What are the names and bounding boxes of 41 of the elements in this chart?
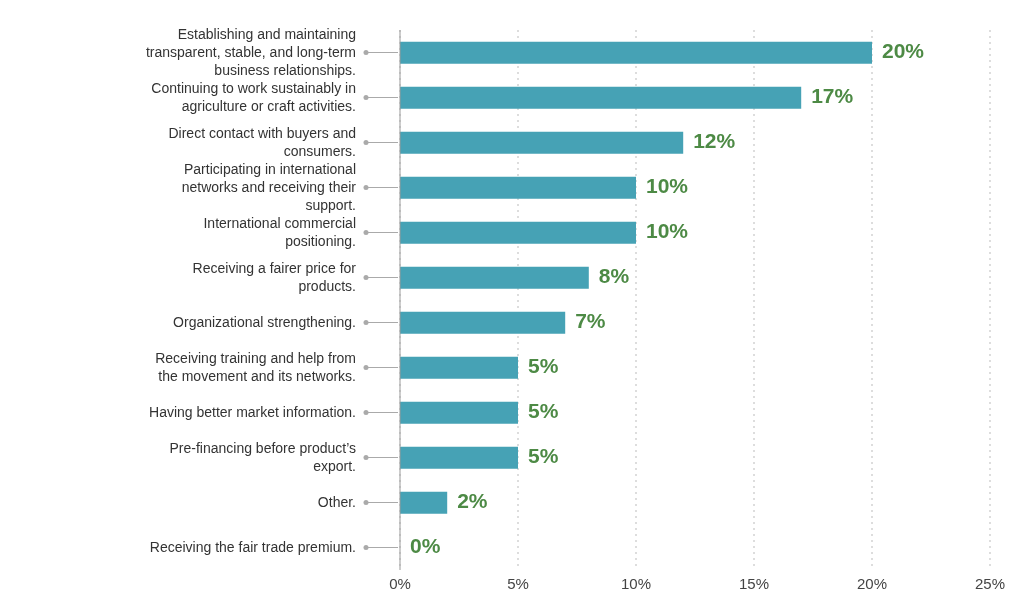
data-label: 7% — [575, 309, 606, 333]
bar — [400, 176, 636, 199]
data-label: 2% — [457, 489, 488, 513]
data-label: 5% — [528, 354, 559, 378]
y-tick-label: Establishing and maintaining transparent, stable, and long-term business relationships. — [145, 25, 356, 78]
y-tick-label: Direct contact with buyers and consumers. — [168, 124, 356, 159]
data-label: 10% — [646, 219, 689, 243]
y-tick-label: Participating in international networks and receiving their support. — [181, 160, 357, 213]
x-tick-label: 15% — [738, 574, 770, 592]
data-label: 0% — [410, 534, 441, 558]
y-tick-label: Continuing to work sustainably in agriculture or craft activities. — [151, 79, 356, 114]
bar — [400, 221, 636, 244]
x-tick-label: 10% — [620, 574, 652, 592]
x-tick-label: 25% — [974, 574, 1006, 592]
y-tick-label: Organizational strengthening. — [173, 313, 356, 330]
data-label: 20% — [882, 39, 925, 63]
bar — [400, 446, 518, 469]
bar — [400, 266, 589, 289]
x-tick-label: 0% — [389, 574, 411, 592]
bar — [400, 86, 802, 109]
bar — [400, 491, 448, 514]
bar — [400, 311, 566, 334]
bar — [400, 401, 518, 424]
y-tick-label: Having better market information. — [149, 403, 356, 420]
data-label: 5% — [528, 399, 559, 423]
bar — [400, 131, 684, 154]
y-tick-label: Other. — [317, 493, 356, 510]
y-tick-label: Receiving training and help from the movement and its networks. — [155, 349, 356, 384]
bar — [400, 356, 518, 379]
y-tick-label: Receiving a fairer price for products. — [192, 259, 357, 294]
x-tick-label: 5% — [507, 574, 529, 592]
data-label: 5% — [528, 444, 559, 468]
x-tick-label: 20% — [856, 574, 888, 592]
bar — [400, 41, 872, 64]
y-tick-label: Pre-financing before product’s export. — [169, 439, 356, 474]
y-tick-label: International commercial positioning. — [203, 214, 356, 249]
y-tick-label: Receiving the fair trade premium. — [149, 538, 356, 555]
data-label: 17% — [811, 84, 854, 108]
data-label: 8% — [598, 264, 630, 288]
data-label: 10% — [646, 174, 689, 198]
data-label: 12% — [693, 129, 736, 153]
